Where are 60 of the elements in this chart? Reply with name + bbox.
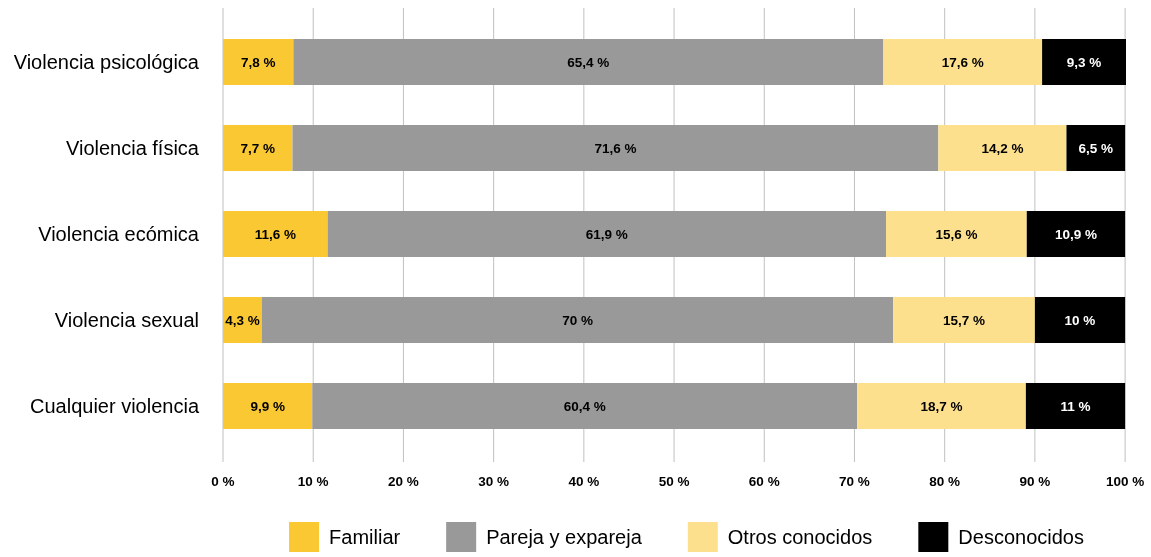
data-label: 11 % — [1060, 398, 1091, 414]
bar — [223, 297, 262, 344]
x-tick-label: 20 % — [388, 473, 419, 489]
data-label: 14,2 % — [981, 140, 1024, 156]
bar — [261, 297, 894, 344]
x-tick-label: 30 % — [478, 473, 510, 489]
bar — [857, 383, 1026, 430]
bar — [223, 211, 328, 258]
bar — [1066, 125, 1126, 172]
data-label: 18,7 % — [920, 398, 963, 414]
data-label: 11,6 % — [254, 226, 296, 242]
y-tick-label: Violencia física — [65, 137, 200, 159]
data-label: 7,7 % — [240, 140, 275, 156]
bar — [293, 38, 884, 86]
bar — [1026, 211, 1126, 258]
bar — [1042, 38, 1126, 86]
y-tick-label: Violencia sexual — [54, 309, 199, 331]
data-label: 6,5 % — [1078, 140, 1114, 156]
data-label: 70 % — [562, 312, 593, 328]
x-tick-label: 40 % — [568, 473, 600, 489]
data-label: 17,6 % — [941, 54, 984, 70]
data-label: 7,8 % — [240, 54, 276, 70]
x-tick-label: 60 % — [748, 473, 780, 489]
data-label: 60,4 % — [563, 398, 606, 414]
x-tick-label: 10 % — [297, 473, 329, 489]
bar — [223, 38, 294, 86]
data-label: 4,3 % — [225, 312, 260, 328]
bar — [1034, 297, 1126, 344]
y-tick-label: Cualquier violencia — [30, 395, 200, 417]
legend-label: Familiar — [329, 526, 401, 548]
bar — [886, 211, 1027, 258]
y-tick-label: Violencia psicológica — [13, 51, 200, 73]
x-tick-label: 80 % — [929, 473, 961, 489]
bar — [893, 297, 1035, 344]
data-label: 71,6 % — [594, 140, 637, 156]
x-tick-label: 70 % — [839, 473, 870, 489]
data-label: 15,7 % — [943, 312, 986, 328]
legend-label: Desconocidos — [958, 526, 1084, 548]
x-tick-label: 100 % — [1105, 473, 1145, 489]
legend-label: Pareja y expareja — [486, 526, 643, 548]
y-tick-label: Violencia ecómica — [38, 223, 200, 245]
bar — [1025, 383, 1126, 430]
data-label: 15,6 % — [935, 226, 978, 242]
bar — [223, 125, 293, 172]
bar — [312, 383, 858, 430]
data-label: 10,9 % — [1054, 226, 1097, 242]
x-tick-label: 90 % — [1019, 473, 1051, 489]
data-label: 10 % — [1064, 312, 1096, 328]
data-label: 61,9 % — [585, 226, 628, 242]
x-tick-label: 50 % — [658, 473, 690, 489]
legend-label: Otros conocidos — [727, 526, 873, 548]
data-label: 9,3 % — [1066, 54, 1102, 70]
bar — [223, 383, 313, 430]
data-label: 65,4 % — [567, 54, 610, 70]
bar — [327, 211, 887, 258]
bar — [292, 125, 939, 172]
x-tick-label: 0 % — [211, 473, 235, 489]
bar — [938, 125, 1067, 172]
bar — [883, 38, 1043, 86]
data-label: 9,9 % — [250, 398, 285, 414]
